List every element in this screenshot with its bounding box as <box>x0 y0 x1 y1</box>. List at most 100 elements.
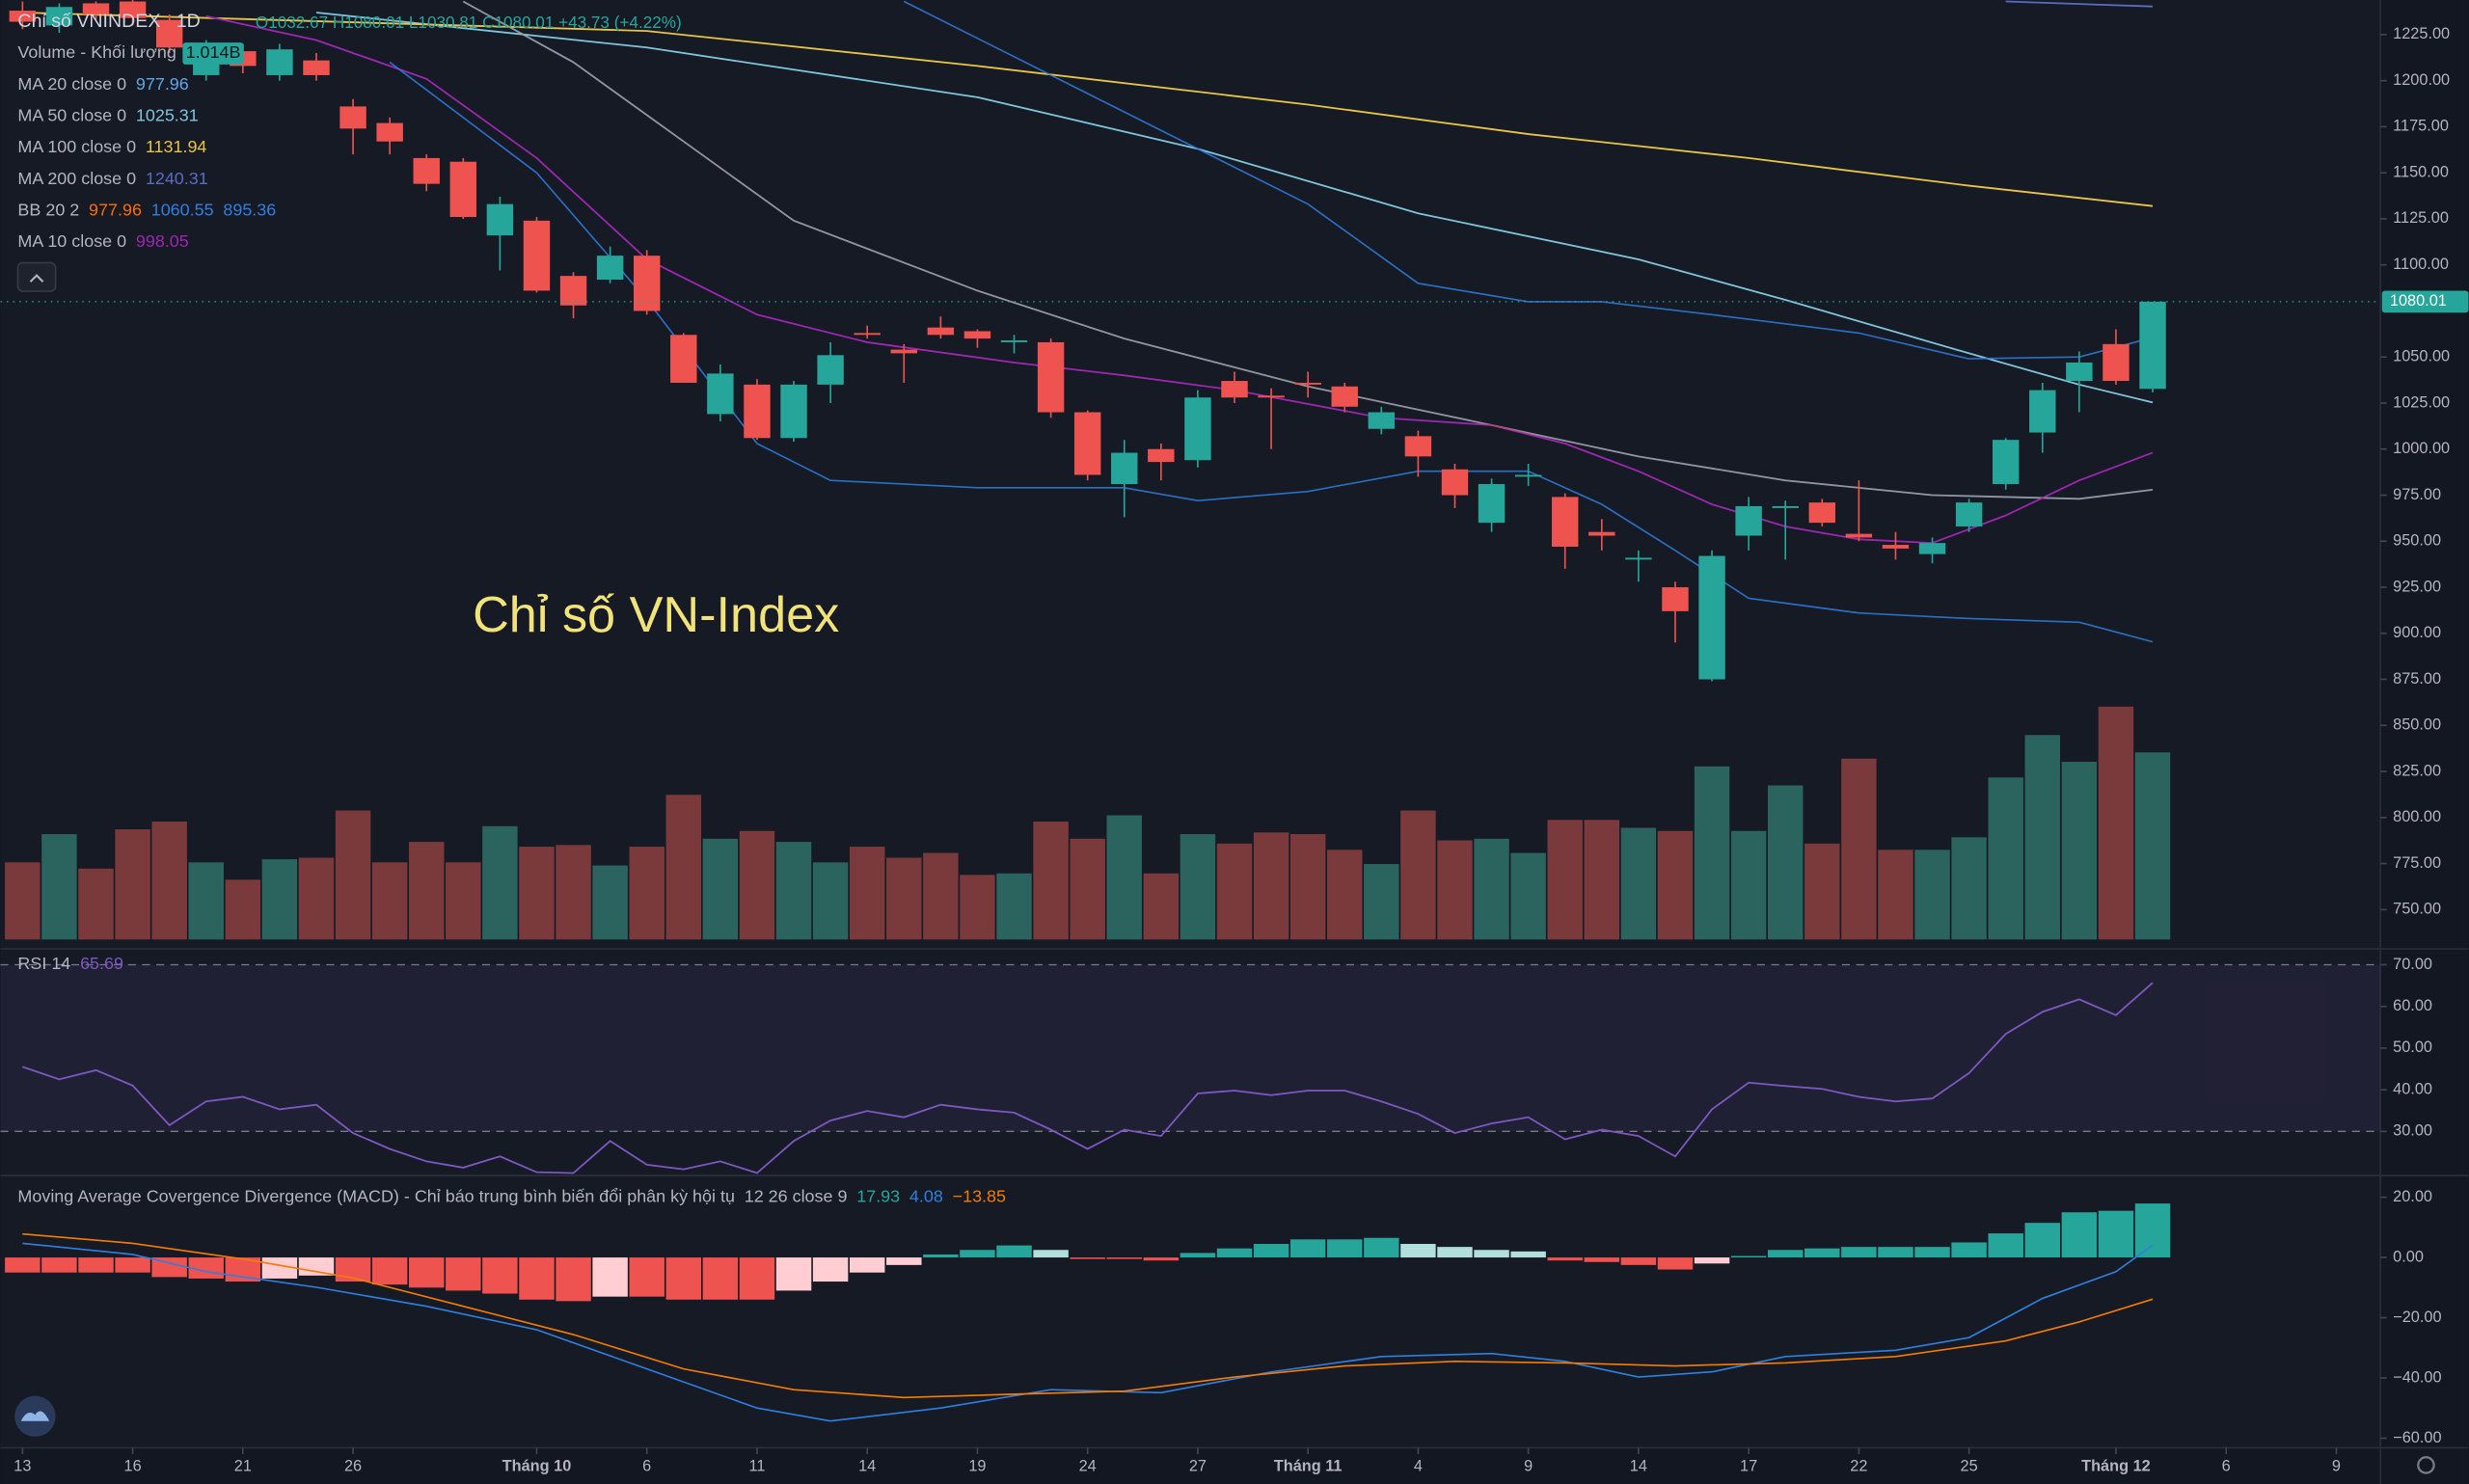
volume-bar <box>1400 810 1436 940</box>
macd-histogram-bar <box>629 1257 665 1297</box>
volume-bar <box>960 875 995 940</box>
legend-value-box <box>182 42 244 65</box>
candle-body <box>1331 386 1358 407</box>
candle-body <box>817 355 844 385</box>
legend-text: 977.96 <box>89 200 142 219</box>
legend-text: −13.85 <box>953 1187 1006 1206</box>
volume-pane <box>5 706 2171 940</box>
x-tick-label: 9 <box>2332 1457 2341 1474</box>
candle-body <box>1698 555 1725 680</box>
volume-bar <box>2134 752 2171 940</box>
macd-histogram-bar <box>556 1257 591 1302</box>
settings-icon[interactable] <box>2417 1456 2435 1474</box>
volume-bar <box>41 834 77 940</box>
candle-body <box>82 3 110 14</box>
legend-text: 1131.94 <box>146 137 207 156</box>
macd-histogram-bar <box>519 1257 555 1300</box>
volume-bar <box>1804 843 1840 940</box>
annotation: Chỉ số VN-Index <box>473 587 839 643</box>
legend-text: 4.08 <box>909 1187 943 1206</box>
y-tick-label: 750.00 <box>2393 901 2441 918</box>
candle-body <box>119 1 147 18</box>
x-tick-label: 6 <box>642 1457 651 1474</box>
volume-bar <box>1951 837 1987 940</box>
candle-body <box>1258 395 1285 398</box>
legend-text: MA 10 close 0 <box>17 231 126 251</box>
candle-body <box>1368 412 1396 429</box>
macd-histogram-bar <box>1878 1247 1913 1258</box>
volume-bar <box>482 825 518 940</box>
volume-bar <box>1033 822 1069 940</box>
volume-bar <box>225 879 261 940</box>
candle-body <box>1735 505 1762 536</box>
moving-average-line <box>22 12 2154 207</box>
y-tick-label: 1025.00 <box>2393 393 2450 411</box>
volume-bar <box>849 847 885 940</box>
macd-histogram-bar <box>1143 1257 1180 1261</box>
legend-text: 998.05 <box>136 231 189 251</box>
collapse-button-frame[interactable] <box>16 261 57 292</box>
macd-histogram-bar <box>1730 1255 1767 1258</box>
volume-bar <box>1216 843 1253 940</box>
macd-histogram-bar <box>2134 1203 2171 1258</box>
x-tick-label: Tháng 12 <box>2081 1457 2151 1474</box>
macd-histogram-bar <box>446 1257 481 1291</box>
logo-shape[interactable] <box>20 1411 50 1421</box>
y-tick-label: 775.00 <box>2393 854 2441 872</box>
chart-subtitle: O1032.67 H1080.01 L1030.81 C1080.01 +43.… <box>256 13 682 32</box>
candle-body <box>1882 545 1910 549</box>
candle-body <box>1000 340 1028 342</box>
candle-body <box>523 220 551 291</box>
last-price-tag <box>2381 290 2469 313</box>
macd-histogram-bar <box>261 1257 298 1279</box>
y-tick-label: 1175.00 <box>2393 118 2449 135</box>
volume-bar <box>188 862 224 940</box>
settings-button[interactable] <box>2417 1456 2435 1474</box>
macd-histogram-bar <box>849 1257 885 1273</box>
legend-text: BB 20 2 <box>17 200 79 219</box>
candle-body <box>1808 502 1835 524</box>
candle-body <box>744 384 771 439</box>
macd-histogram-bar <box>1694 1257 1730 1264</box>
x-tick-label: 24 <box>1079 1457 1097 1474</box>
volume-bar <box>371 862 408 940</box>
collapse-icon[interactable] <box>29 274 44 283</box>
candle-body <box>963 331 991 339</box>
volume-bar <box>1143 873 1180 940</box>
candle-body <box>1221 381 1248 398</box>
collapse-button[interactable] <box>16 261 57 292</box>
volume-bar <box>1253 832 1289 940</box>
volume-bar <box>409 842 445 940</box>
macd-histogram-bar <box>886 1257 922 1265</box>
volume-bar <box>556 845 591 940</box>
x-tick-label: 26 <box>344 1457 362 1474</box>
candle-body <box>1478 484 1506 524</box>
y-tick-label: 800.00 <box>2393 808 2441 825</box>
logo[interactable] <box>14 1395 56 1438</box>
macd-histogram-bar <box>1804 1248 1840 1258</box>
macd-histogram-bar <box>1327 1239 1363 1258</box>
volume-bar <box>446 862 481 940</box>
volume-bar <box>1474 838 1509 940</box>
volume-bar <box>1070 838 1105 940</box>
macd-pane <box>5 1203 2171 1422</box>
legend-text: 1060.55 <box>151 200 214 219</box>
macd-histogram-bar <box>1070 1257 1105 1259</box>
legend-text: RSI 14 <box>17 954 70 973</box>
candle-body <box>1111 452 1138 485</box>
volume-bar <box>519 847 555 940</box>
candle-body <box>854 333 881 336</box>
macd-histogram-bar <box>2061 1212 2098 1258</box>
candle-body <box>890 349 917 354</box>
volume-bar <box>1437 840 1473 940</box>
volume-bar <box>2098 706 2134 940</box>
y-tick-label: 1100.00 <box>2393 256 2449 273</box>
moving-average-line <box>315 12 2154 404</box>
macd-histogram-bar <box>923 1254 959 1258</box>
volume-bar <box>775 842 812 940</box>
moving-average-line <box>2005 0 2154 8</box>
rsi-band <box>0 964 2381 1132</box>
macd-histogram-bar <box>1620 1257 1657 1265</box>
legend-text: 1.014B <box>186 42 241 62</box>
macd-histogram-bar <box>298 1257 335 1276</box>
